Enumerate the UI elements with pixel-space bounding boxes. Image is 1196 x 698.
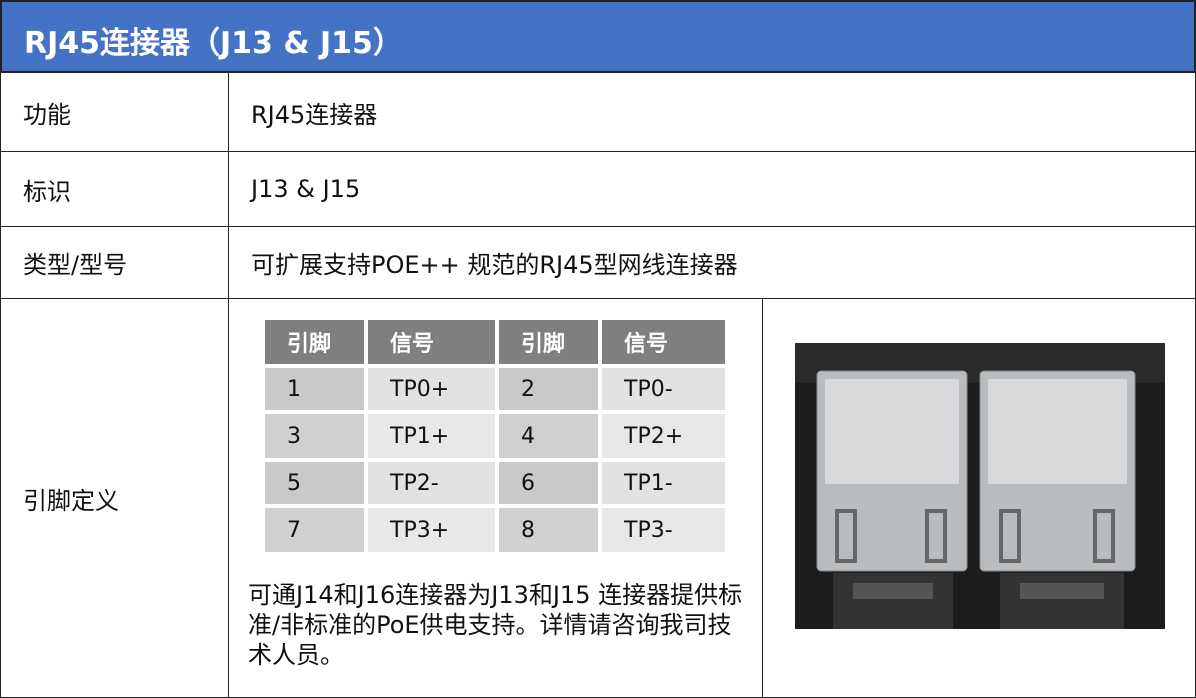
- pin-header: 引脚: [263, 318, 366, 366]
- pin-cell: 2: [497, 366, 600, 412]
- pin-cell: TP1+: [366, 412, 497, 460]
- pin-cell: 6: [497, 460, 600, 506]
- pin-cell: TP3-: [600, 506, 727, 554]
- pin-cell: 4: [497, 412, 600, 460]
- pin-cell: TP2-: [366, 460, 497, 506]
- header-title: RJ45连接器（J13 & J15）: [0, 0, 1196, 73]
- pin-cell: TP1-: [600, 460, 727, 506]
- note: 可通J14和J16连接器为J13和J15 连接器提供标准/非标准的PoE供电支持…: [248, 581, 743, 669]
- pin-cell: TP3+: [366, 506, 497, 554]
- row-value: J13 & J15: [228, 151, 1196, 227]
- pin-header: 引脚: [497, 318, 600, 366]
- pin-cell: TP2+: [600, 412, 727, 460]
- pin-cell: 3: [263, 412, 366, 460]
- pin-cell: TP0-: [600, 366, 727, 412]
- pin-cell: 7: [263, 506, 366, 554]
- row-value: RJ45连接器: [228, 72, 1196, 152]
- pin-header: 信号: [600, 318, 727, 366]
- row-label: 引脚定义: [0, 298, 229, 698]
- row-label: 类型/型号: [0, 226, 229, 299]
- pin-cell: 1: [263, 366, 366, 412]
- row-label: 标识: [0, 151, 229, 227]
- pin-cell: 5: [263, 460, 366, 506]
- pin-cell: TP0+: [366, 366, 497, 412]
- pin-header: 信号: [366, 318, 497, 366]
- row-label: 功能: [0, 72, 229, 152]
- pin-cell: 8: [497, 506, 600, 554]
- row-value: 可扩展支持POE++ 规范的RJ45型网线连接器: [228, 226, 1196, 299]
- connector-photo: [795, 343, 1165, 629]
